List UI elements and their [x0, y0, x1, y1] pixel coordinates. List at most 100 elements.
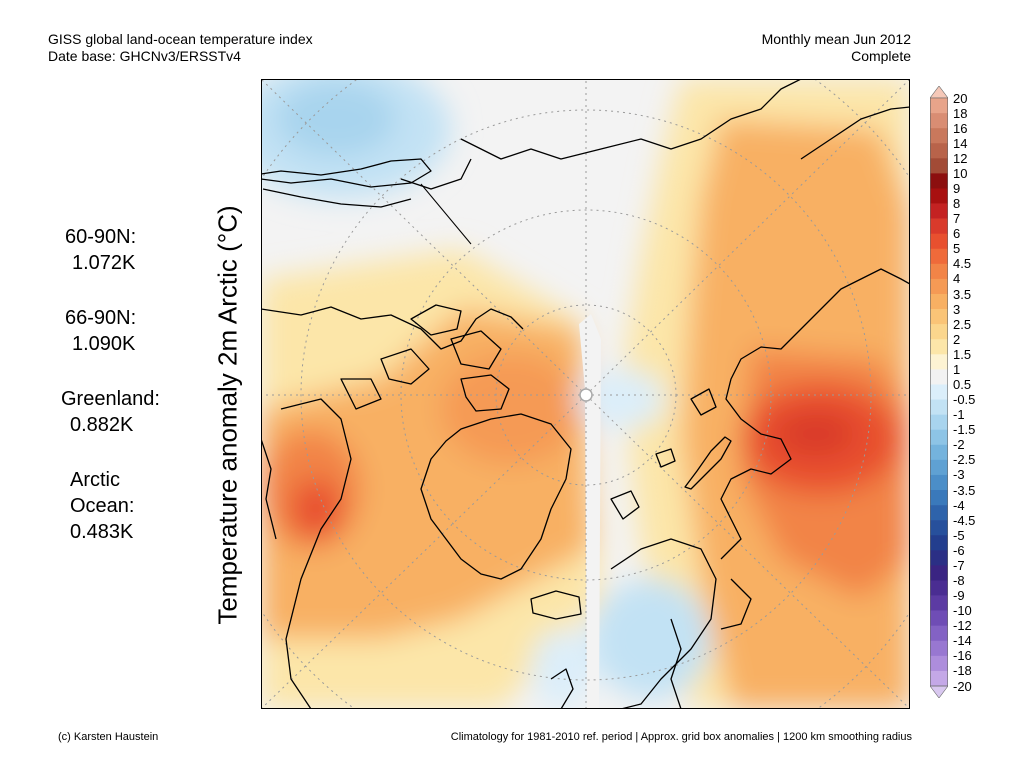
colorbar-tick-label: 7: [953, 211, 961, 227]
colorbar-swatch: [930, 429, 948, 446]
colorbar-tick-label: -18: [953, 663, 972, 679]
coastline-archipelago-4: [380, 348, 430, 385]
polar-data-gap: [579, 314, 601, 709]
colorbar-cap-bottom: [930, 685, 948, 698]
colorbar-swatch: [930, 655, 948, 672]
coastline-archipelago-5: [340, 378, 382, 410]
colorbar-swatch: [930, 113, 948, 129]
colorbar-swatch: [930, 565, 948, 581]
anomaly-region-siberia-max: [776, 412, 856, 456]
colorbar-cap-top: [930, 86, 948, 99]
coastline-svalbard: [610, 490, 640, 520]
colorbar-swatch: [930, 218, 948, 234]
coastline-novaya-zemlya: [684, 436, 732, 490]
colorbar-tick-label: -20: [953, 678, 972, 694]
coastline-britain: [550, 668, 574, 709]
anomaly-region-alaska-cold-core: [276, 81, 396, 157]
colorbar-tick-label: -9: [953, 588, 965, 603]
colorbar-tick-label: 3: [953, 301, 961, 317]
colorbar-tick-label: -12: [953, 618, 972, 634]
stat-value: 1.090K: [72, 333, 136, 355]
coastline-aleutians: [262, 188, 412, 208]
y-axis-label: Temperature anomaly 2m Arctic (°C): [212, 205, 243, 625]
colorbar-swatch: [930, 520, 948, 536]
map-title: GISS global land-ocean temperature index: [48, 31, 313, 47]
colorbar-swatch: [930, 595, 948, 611]
stat-value: 1.072K: [72, 252, 136, 274]
colorbar-swatch: [930, 324, 948, 340]
colorbar-tick-label: -2.5: [953, 452, 976, 468]
coastline-scandinavia: [610, 538, 717, 709]
colorbar-frame: [930, 97, 948, 687]
colorbar-swatch: [930, 490, 948, 506]
coastline-iceland: [530, 590, 582, 620]
border-alaska-canada: [420, 183, 472, 245]
colorbar-tick-label: 20: [953, 90, 968, 106]
colorbar-swatch: [930, 399, 948, 415]
colorbar-swatch: [930, 444, 948, 461]
colorbar-swatch: [930, 158, 948, 174]
colorbar-swatch: [930, 233, 948, 250]
coastline-archipelago-2: [450, 330, 502, 370]
colorbar-tick-label: -3.5: [953, 482, 976, 498]
coastline-archipelago-1: [410, 304, 462, 336]
header-left: GISS global land-ocean temperature index…: [48, 31, 313, 65]
coastline-alaska: [261, 158, 432, 188]
coastline-okhotsk: [800, 106, 910, 160]
colorbar-swatch: [930, 263, 948, 280]
colorbar-tick-label: 0.5: [953, 377, 972, 392]
colorbar-swatch: [930, 188, 948, 204]
colorbar-swatch: [930, 203, 948, 219]
colorbar-swatch: [930, 474, 948, 491]
colorbar-tick-label: 4: [953, 271, 961, 287]
coastline-east-siberia: [460, 79, 802, 160]
colorbar-tick-label: 14: [953, 135, 968, 151]
header-right: Monthly mean Jun 2012 Complete: [762, 31, 911, 65]
colorbar-tick-label: 6: [953, 226, 961, 242]
anomaly-region-hudson-core: [291, 479, 341, 539]
colorbar-tick-label: 12: [953, 150, 968, 166]
data-base-label: Date base: GHCNv3/ERSSTv4: [48, 48, 241, 64]
credit-label: (c) Karsten Haustein: [58, 731, 159, 743]
anomaly-region-greenland-warm: [441, 354, 581, 464]
colorbar-tick-label: 1.5: [953, 346, 972, 362]
colorbar-swatch: [930, 580, 948, 596]
coastline-greenland: [420, 413, 572, 580]
colorbar-swatch: [930, 535, 948, 551]
colorbar-tick-label: 9: [953, 181, 961, 196]
stat-66-90n: 66-90N: 1.090K: [65, 305, 136, 357]
stat-greenland: Greenland: 0.882K: [61, 386, 160, 438]
stat-label-2: Ocean:: [70, 495, 135, 517]
colorbar-swatch: [930, 640, 948, 657]
colorbar-tick-label: -7: [953, 557, 965, 573]
stat-label: Greenland:: [61, 388, 160, 410]
colorbar-tick-label: 2: [953, 331, 961, 347]
colorbar-swatch: [930, 550, 948, 566]
colorbar-tick-label: -0.5: [953, 392, 976, 407]
colorbar-swatch: [930, 625, 948, 642]
colorbar-tick-label: -6: [953, 542, 965, 558]
north-pole-marker: [579, 388, 593, 402]
stat-label: 66-90N:: [65, 307, 137, 329]
colorbar-tick-label: 8: [953, 196, 961, 211]
anomaly-region-scandinavia-cold: [591, 579, 711, 699]
coastline-white-sea: [720, 578, 752, 630]
colorbar-swatch: [930, 143, 948, 159]
map-frame: [261, 79, 910, 709]
status-label: Complete: [851, 48, 911, 64]
coastline-baltic: [670, 618, 682, 709]
colorbar-tick-label: -8: [953, 573, 965, 588]
colorbar-swatch: [930, 670, 948, 687]
colorbar-tick-label: 16: [953, 120, 968, 136]
colorbar-swatch: [930, 128, 948, 144]
footnote-label: Climatology for 1981-2010 ref. period | …: [450, 731, 912, 743]
colorbar-swatch: [930, 459, 948, 476]
coastline-hudson-west: [261, 438, 277, 540]
coastline-canada: [261, 306, 524, 350]
colorbar-swatch: [930, 309, 948, 325]
colorbar-swatch: [930, 173, 948, 189]
coastline-franz-josef: [655, 448, 676, 468]
colorbar-tick-label: -2: [953, 437, 965, 453]
coastlines: [261, 79, 910, 709]
colorbar-tick-label: 5: [953, 241, 961, 257]
